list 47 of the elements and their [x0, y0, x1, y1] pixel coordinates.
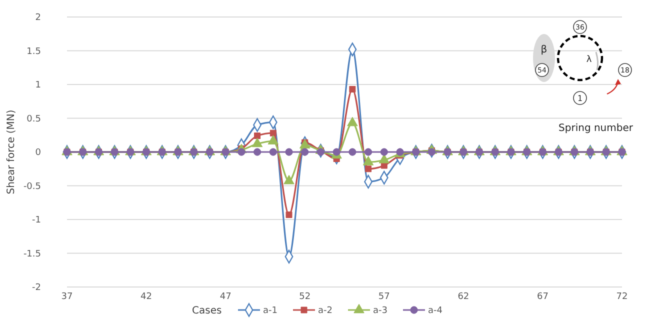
- y-tick-label: -1.5: [23, 249, 41, 260]
- point: [365, 166, 372, 172]
- y-tick-label: 0.5: [26, 114, 41, 124]
- x-tick-label: 72: [616, 292, 628, 302]
- point: [268, 135, 278, 144]
- y-tick-label: -0.5: [23, 182, 41, 192]
- annotation: 1: [577, 94, 583, 103]
- y-axis-title: Shear force (MN): [6, 110, 17, 194]
- point: [284, 174, 294, 184]
- x-tick-label: 67: [536, 292, 548, 302]
- legend-title: Cases: [192, 306, 222, 316]
- point: [362, 156, 374, 166]
- point: [254, 132, 261, 140]
- annotation: β: [540, 44, 548, 56]
- point: [332, 148, 340, 156]
- point: [285, 148, 293, 156]
- point: [270, 130, 276, 136]
- legend-label: a-3: [373, 306, 388, 316]
- x-tick-label: 42: [140, 292, 152, 302]
- point: [347, 116, 358, 126]
- annotation: λ: [586, 55, 592, 66]
- point: [253, 148, 262, 156]
- point: [269, 148, 277, 156]
- point: [364, 148, 372, 156]
- legend-label: a-1: [263, 306, 278, 316]
- legend-label: a-4: [428, 306, 443, 316]
- point: [348, 148, 356, 156]
- point: [286, 212, 292, 218]
- point: [380, 148, 388, 156]
- y-tick-label: 1: [35, 80, 41, 91]
- point: [301, 148, 309, 156]
- point: [349, 86, 356, 92]
- x-tick-label: 47: [220, 292, 232, 302]
- x-tick-label: 52: [299, 292, 311, 302]
- point: [238, 148, 246, 156]
- y-tick-label: -1: [32, 216, 41, 226]
- y-tick-label: 2: [35, 13, 41, 24]
- y-tick-label: -2: [32, 283, 41, 294]
- y-tick-label: 1.5: [26, 46, 41, 57]
- point: [252, 138, 263, 148]
- y-tick-label: 0: [35, 148, 42, 158]
- x-tick-label: 62: [458, 292, 470, 302]
- legend-label: a-2: [318, 306, 332, 316]
- annotation: Spring number: [558, 123, 634, 134]
- point: [300, 139, 310, 148]
- x-tick-label: 37: [61, 292, 73, 302]
- x-tick-label: 57: [378, 292, 390, 302]
